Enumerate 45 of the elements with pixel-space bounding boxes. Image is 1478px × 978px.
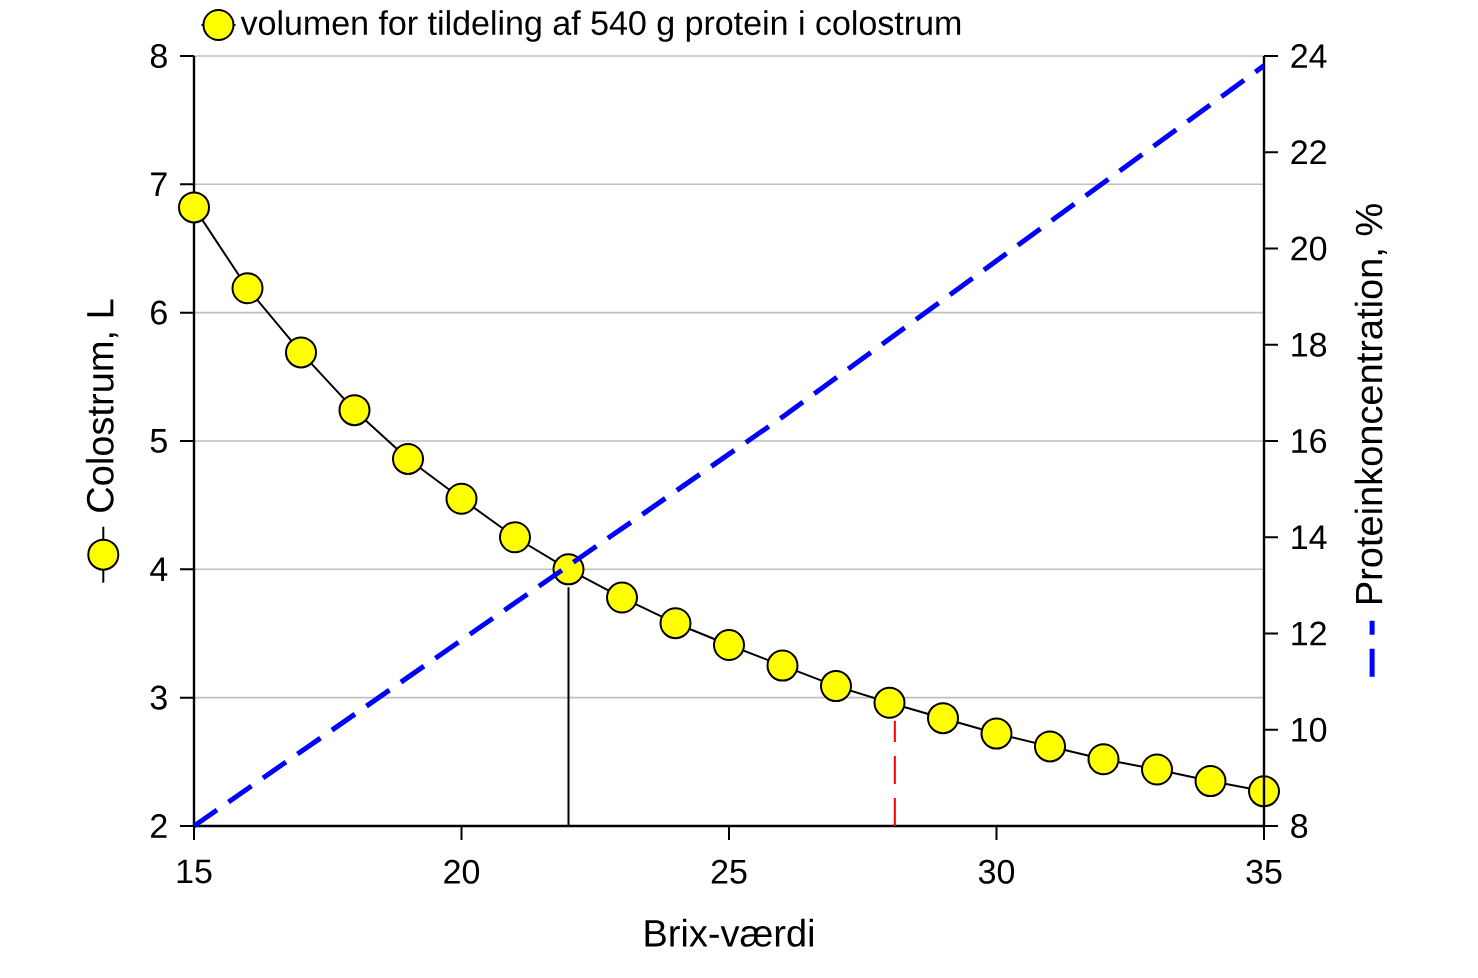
point [659,607,692,640]
point [980,717,1013,750]
y2-tick-label: 24 [1291,44,1327,68]
y-tick-label: 7 [151,172,167,197]
y-tick-label: 8 [150,43,167,69]
y-tick-label: 2 [151,814,167,838]
point [392,442,424,475]
y2-tick-label: 12 [1292,621,1326,646]
legend-label: volumen for tildeling af 540 g protein i colostrum [240,10,961,42]
y2-tick-label: 18 [1292,332,1327,357]
point [1141,753,1174,786]
point [499,521,531,554]
point [285,336,317,369]
x-axis-title: Brix-værdi [645,918,813,947]
y-axis-title: Colostrum, L [85,299,119,512]
x-tick-label: 20 [444,859,480,884]
point [766,649,799,682]
point [1248,775,1281,808]
point [820,670,853,703]
point [927,702,960,735]
y2-tick-label: 8 [1291,813,1308,839]
point [178,191,210,224]
point [873,686,906,719]
point [1087,743,1120,776]
point [445,482,478,515]
x-tick-label: 25 [711,859,747,884]
y2-tick-label: 10 [1292,717,1327,742]
point [231,272,264,305]
point [1034,730,1067,763]
y2-axis-title: Proteinkoncentration, % [1354,204,1388,604]
point [606,581,638,614]
y-tick-label: 6 [151,300,167,325]
y2-tick-label: 22 [1291,140,1326,165]
x-tick-label: 15 [177,859,212,884]
y-tick-label: 4 [150,557,168,582]
y2-tick-label: 20 [1291,236,1327,261]
point [338,394,371,427]
x-tick-label: 35 [1246,859,1282,884]
x-tick-label: 30 [978,859,1015,884]
point [1194,765,1227,798]
y-tick-label: 5 [150,429,167,453]
y2-tick-label: 14 [1292,525,1327,549]
y-tick-label: 3 [150,685,167,710]
y2-tick-label: 16 [1292,428,1327,454]
point [713,629,746,662]
